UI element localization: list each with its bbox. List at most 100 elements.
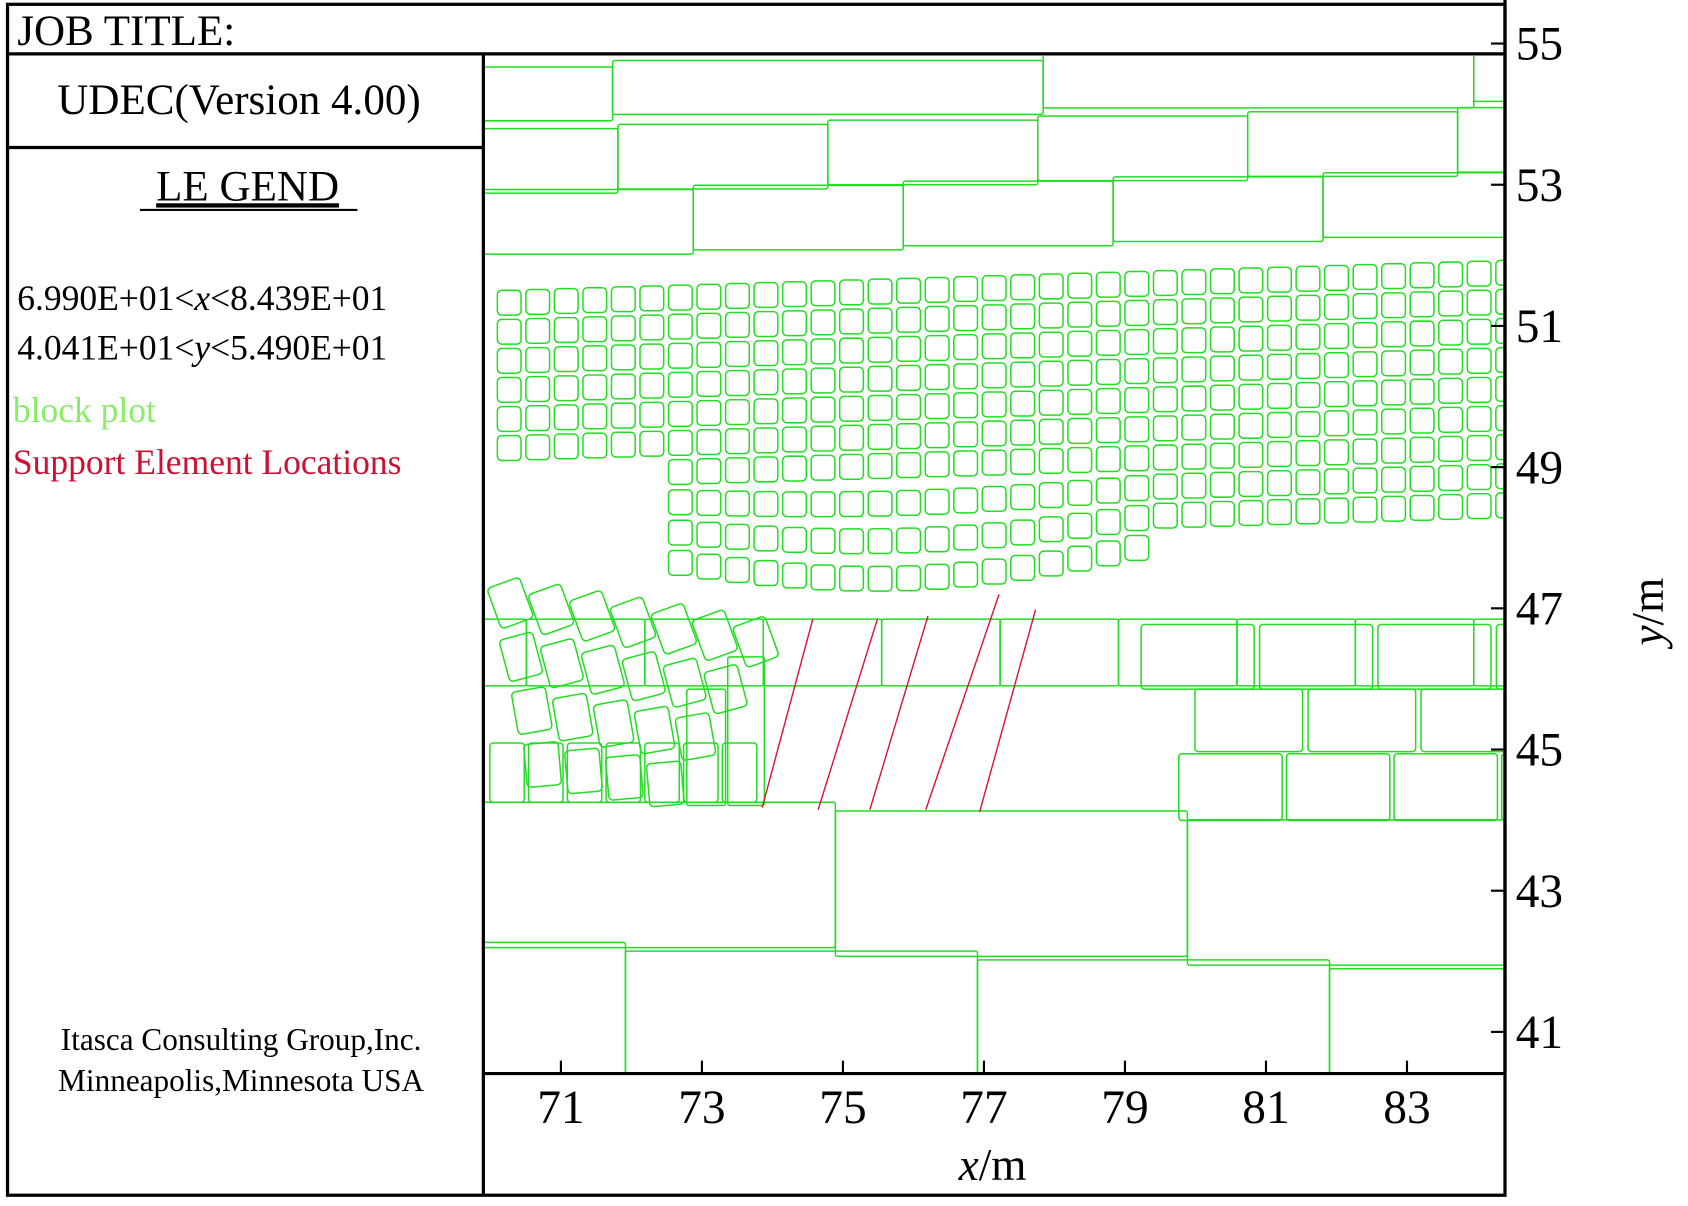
block bbox=[1438, 435, 1464, 463]
block bbox=[624, 950, 979, 1074]
block bbox=[1038, 360, 1064, 387]
block bbox=[724, 282, 751, 309]
block bbox=[1352, 409, 1378, 436]
block bbox=[1010, 361, 1036, 388]
block bbox=[867, 278, 893, 305]
block bbox=[1010, 390, 1036, 417]
block bbox=[895, 335, 922, 362]
block bbox=[1495, 404, 1505, 432]
block bbox=[696, 428, 722, 456]
block bbox=[834, 810, 1189, 958]
block bbox=[1266, 382, 1293, 410]
block bbox=[953, 392, 979, 419]
block bbox=[867, 307, 893, 334]
block bbox=[610, 286, 636, 313]
block bbox=[1038, 331, 1064, 358]
block bbox=[838, 366, 865, 393]
block bbox=[1067, 301, 1093, 328]
block bbox=[1124, 357, 1150, 385]
block bbox=[1323, 381, 1350, 408]
block bbox=[981, 362, 1007, 389]
block bbox=[639, 372, 665, 399]
block bbox=[1409, 465, 1435, 492]
block bbox=[667, 371, 693, 398]
block bbox=[1295, 469, 1321, 496]
block bbox=[1124, 387, 1150, 414]
block bbox=[499, 631, 544, 682]
block bbox=[609, 596, 657, 649]
block bbox=[1393, 752, 1499, 822]
y-range: 4.041E+01<y<5.490E+01 bbox=[17, 328, 387, 368]
y-tick-label: 41 bbox=[1516, 1007, 1563, 1059]
block bbox=[1209, 384, 1235, 411]
block bbox=[1380, 379, 1407, 406]
block bbox=[1152, 357, 1178, 384]
support-element bbox=[817, 618, 879, 810]
block bbox=[1307, 688, 1417, 753]
block bbox=[483, 801, 837, 949]
block bbox=[1067, 545, 1093, 572]
block bbox=[621, 651, 666, 702]
block bbox=[1473, 618, 1505, 687]
block bbox=[639, 401, 665, 428]
block bbox=[1238, 296, 1264, 323]
block bbox=[525, 375, 551, 403]
block bbox=[1438, 377, 1464, 404]
block bbox=[1038, 516, 1064, 543]
block bbox=[496, 405, 522, 433]
block bbox=[810, 396, 836, 423]
block bbox=[753, 340, 779, 367]
block bbox=[1323, 293, 1350, 321]
block bbox=[667, 489, 693, 516]
block bbox=[1466, 289, 1492, 316]
block bbox=[667, 458, 693, 486]
block bbox=[1495, 375, 1505, 403]
y-tick-label: 51 bbox=[1516, 301, 1563, 353]
block bbox=[981, 391, 1007, 418]
block bbox=[1438, 493, 1464, 521]
block bbox=[953, 561, 979, 588]
block bbox=[1409, 320, 1435, 347]
block bbox=[867, 365, 893, 392]
block bbox=[1194, 688, 1304, 753]
block bbox=[1152, 328, 1178, 355]
block bbox=[724, 523, 751, 550]
block bbox=[489, 742, 526, 803]
block bbox=[1095, 329, 1121, 357]
block bbox=[953, 450, 979, 477]
block bbox=[1124, 416, 1150, 443]
block bbox=[582, 374, 608, 401]
block bbox=[1380, 263, 1407, 290]
block bbox=[953, 275, 979, 303]
y-tick-label: 49 bbox=[1516, 442, 1563, 494]
block bbox=[551, 692, 594, 742]
block bbox=[1380, 495, 1407, 522]
block bbox=[981, 558, 1007, 585]
block bbox=[810, 280, 836, 307]
block bbox=[1124, 445, 1150, 472]
text: <5.490E+01 bbox=[210, 328, 387, 368]
block bbox=[1266, 440, 1293, 468]
block bbox=[553, 375, 579, 402]
block bbox=[781, 426, 808, 453]
legend-title: LE GEND bbox=[156, 163, 339, 210]
block bbox=[511, 686, 553, 735]
block bbox=[1038, 302, 1064, 329]
block bbox=[553, 316, 579, 344]
block bbox=[696, 553, 722, 580]
block bbox=[611, 59, 1044, 116]
block bbox=[1010, 448, 1036, 475]
block bbox=[924, 526, 950, 553]
block bbox=[1295, 323, 1321, 351]
block bbox=[703, 664, 748, 715]
block bbox=[1409, 436, 1435, 463]
block bbox=[667, 400, 693, 427]
block bbox=[639, 430, 665, 457]
block bbox=[902, 180, 1114, 247]
block bbox=[496, 318, 522, 345]
block bbox=[724, 399, 751, 426]
block bbox=[483, 188, 695, 255]
block bbox=[810, 564, 836, 591]
software-version: UDEC(Version 4.00) bbox=[57, 77, 420, 124]
block bbox=[1010, 274, 1036, 301]
